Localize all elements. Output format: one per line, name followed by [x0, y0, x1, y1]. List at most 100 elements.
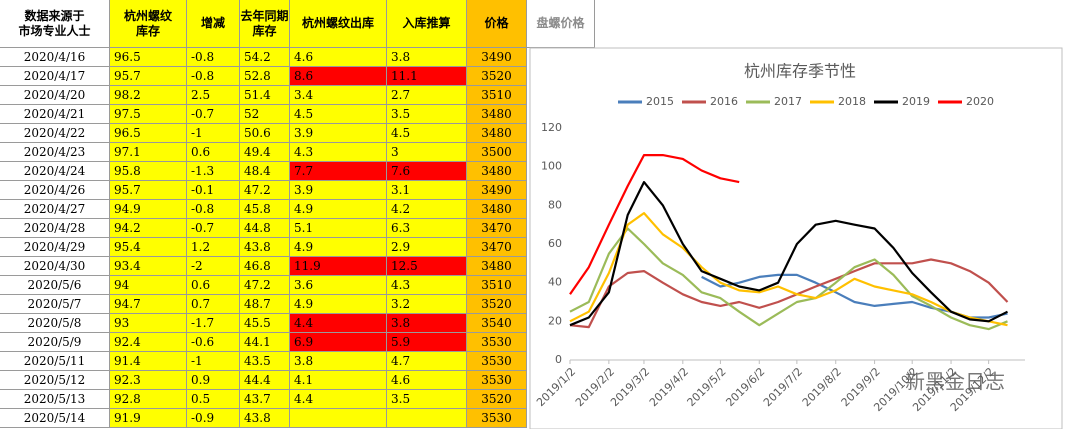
table-cell: 3530 [467, 352, 527, 371]
table-cell: 4.6 [387, 371, 467, 390]
table-cell: 54.2 [240, 48, 290, 67]
table-cell: 94.9 [110, 200, 187, 219]
table-cell: 95.7 [110, 181, 187, 200]
table-cell: 2020/4/26 [0, 181, 110, 200]
legend-label: 2015 [646, 95, 674, 108]
table-cell: 4.5 [387, 124, 467, 143]
y-tick-label: 20 [548, 314, 562, 327]
table-cell: 3530 [467, 333, 527, 352]
table-cell: 3530 [467, 371, 527, 390]
table-cell: 8.6 [290, 67, 387, 86]
table-cell: 2020/4/20 [0, 86, 110, 105]
legend-label: 2017 [774, 95, 802, 108]
table-cell: 4.4 [290, 390, 387, 409]
table-cell: 0.7 [187, 295, 240, 314]
table-cell: 97.1 [110, 143, 187, 162]
y-tick-label: 60 [548, 237, 562, 250]
table-cell: 96.5 [110, 124, 187, 143]
table-cell: 48.7 [240, 295, 290, 314]
table-cell: 2020/4/30 [0, 257, 110, 276]
y-tick-label: 0 [555, 353, 562, 366]
table-cell: 4.3 [387, 276, 467, 295]
table-cell: 4.7 [387, 352, 467, 371]
table-cell: 3 [387, 143, 467, 162]
table-cell: 11.9 [290, 257, 387, 276]
table-cell: 3.9 [290, 181, 387, 200]
table-cell: 49.4 [240, 143, 290, 162]
table-cell: 2020/5/13 [0, 390, 110, 409]
table-cell: 45.5 [240, 314, 290, 333]
table-cell: -0.9 [187, 409, 240, 428]
table-cell: 4.9 [290, 238, 387, 257]
table-cell: 2020/4/23 [0, 143, 110, 162]
table-cell: 48.4 [240, 162, 290, 181]
table-cell: 46.8 [240, 257, 290, 276]
table-cell: 2020/5/6 [0, 276, 110, 295]
table-cell: 3.8 [387, 48, 467, 67]
table-cell: 98.2 [110, 86, 187, 105]
header-cell: 去年同期 库存 [240, 0, 290, 48]
table-cell: 94.7 [110, 295, 187, 314]
table-cell: 51.4 [240, 86, 290, 105]
table-cell: 2020/4/28 [0, 219, 110, 238]
table-cell: 43.8 [240, 238, 290, 257]
table-cell: -0.6 [187, 333, 240, 352]
header-cell: 增减 [187, 0, 240, 48]
header-cell: 入库推算 [387, 0, 467, 48]
table-cell: 50.6 [240, 124, 290, 143]
header-cell: 数据来源于 市场专业人士 [0, 0, 110, 48]
table-cell: 3.6 [290, 276, 387, 295]
table-cell: 11.1 [387, 67, 467, 86]
series-line [569, 212, 1008, 327]
legend-label: 2016 [710, 95, 738, 108]
table-cell: 3510 [467, 276, 527, 295]
table-cell: 3500 [467, 143, 527, 162]
table-cell: 2020/5/11 [0, 352, 110, 371]
table-cell: 7.6 [387, 162, 467, 181]
table-cell: -2 [187, 257, 240, 276]
table-cell: 91.4 [110, 352, 187, 371]
table-cell: 3530 [467, 409, 527, 428]
table-cell: 2.5 [187, 86, 240, 105]
table-cell: 4.4 [290, 314, 387, 333]
table-cell: 6.9 [290, 333, 387, 352]
table-cell: 2020/4/16 [0, 48, 110, 67]
table-cell: 7.7 [290, 162, 387, 181]
table-cell: 44.1 [240, 333, 290, 352]
table-cell: 52 [240, 105, 290, 124]
table-cell: 2020/4/29 [0, 238, 110, 257]
table-cell: 2.7 [387, 86, 467, 105]
table-cell: -0.8 [187, 48, 240, 67]
y-tick-label: 120 [541, 121, 562, 134]
table-cell: 0.9 [187, 371, 240, 390]
table-cell: 2.9 [387, 238, 467, 257]
table-cell: 2020/4/27 [0, 200, 110, 219]
table-cell: -1.7 [187, 314, 240, 333]
header-cell: 价格 [467, 0, 527, 48]
table-cell: 3520 [467, 295, 527, 314]
legend-label: 2020 [966, 95, 994, 108]
table-cell: 43.5 [240, 352, 290, 371]
table-cell: -0.7 [187, 219, 240, 238]
table-cell: 2020/4/24 [0, 162, 110, 181]
table-cell: 1.2 [187, 238, 240, 257]
table-cell: 47.2 [240, 181, 290, 200]
table-cell: 3.1 [387, 181, 467, 200]
table-cell: 2020/4/17 [0, 67, 110, 86]
table-cell: -1 [187, 124, 240, 143]
header-cell: 杭州螺纹 库存 [110, 0, 187, 48]
table-cell: 97.5 [110, 105, 187, 124]
table-cell: 3.5 [387, 105, 467, 124]
table-cell: 3.8 [387, 314, 467, 333]
table-cell: 0.5 [187, 390, 240, 409]
table-cell: 94.2 [110, 219, 187, 238]
table-cell: 3.9 [290, 124, 387, 143]
table-cell: 3490 [467, 181, 527, 200]
table-cell: 92.8 [110, 390, 187, 409]
series-line [569, 181, 1009, 327]
table-cell: 2020/5/14 [0, 409, 110, 428]
table-cell: 4.2 [387, 200, 467, 219]
table-cell: 3.2 [387, 295, 467, 314]
table-cell: -0.8 [187, 200, 240, 219]
